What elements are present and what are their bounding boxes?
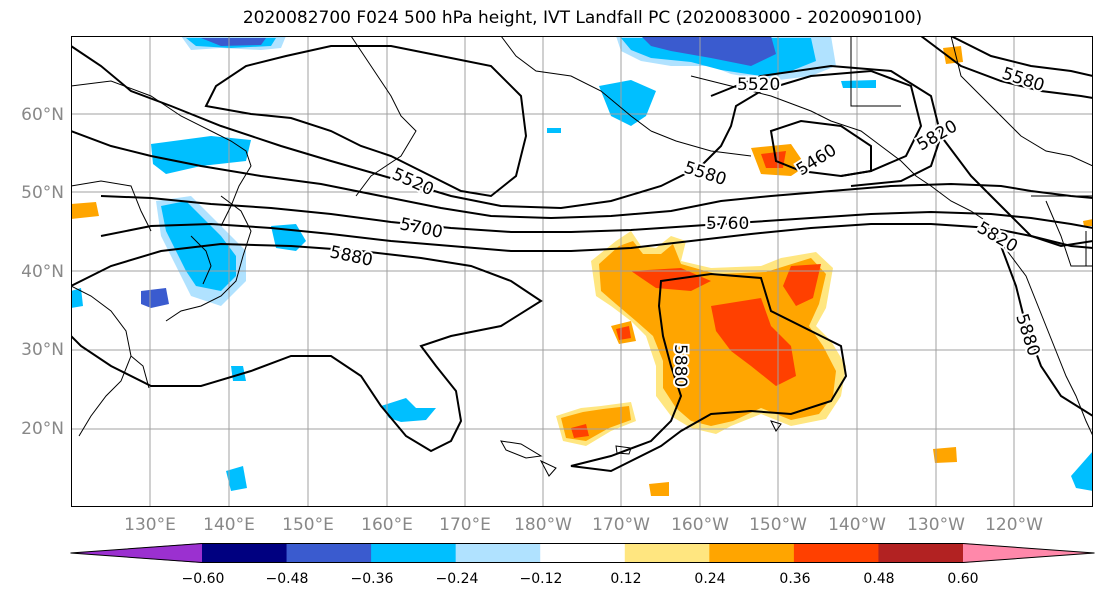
contour-5580-ne: [920, 36, 1093, 99]
lat-label: 30°N: [21, 340, 64, 360]
contour-label: 5880: [670, 344, 690, 387]
shading-ec-sea: [71, 288, 83, 308]
coastlines: [71, 36, 1093, 477]
colorbar-tick-label: −0.24: [435, 571, 479, 587]
lon-label: 170°W: [592, 515, 650, 535]
shading-tiny-4: [1083, 219, 1093, 226]
colorbar-tick-label: 0.36: [779, 571, 811, 587]
contour-5820-east: [940, 135, 1093, 248]
colorbar-tick-label: 0.12: [610, 571, 642, 587]
shading-tiny-2: [841, 80, 876, 88]
colorbar-segment: [371, 543, 457, 563]
contour-label: 5700: [398, 214, 444, 243]
shading-west-edge: [71, 202, 99, 219]
map-title: 2020082700 F024 500 hPa height, IVT Land…: [242, 8, 923, 28]
colorbar: [70, 543, 1095, 563]
contour-label: 5580: [999, 64, 1046, 96]
contour-5520-east: [710, 64, 943, 187]
contour-5460: [769, 119, 872, 178]
shading-tiny-1: [547, 128, 561, 133]
shading-sw-blob-strong: [571, 424, 589, 438]
lat-label: 40°N: [21, 262, 64, 282]
shading-korea-strong: [141, 288, 169, 308]
colorbar-extend-min: [70, 543, 202, 563]
contour-5580-west: [71, 45, 923, 210]
contour-label: 5520: [389, 164, 437, 200]
contour-label: 5880: [328, 242, 374, 271]
shading-aleutian-strong: [761, 151, 786, 168]
shading-east-edge: [1071, 451, 1093, 491]
graticule: [71, 36, 1093, 507]
map-frame: [71, 36, 1093, 507]
map-canvas: 5520 5580 5700 5880 5760 5460 5520 5580 …: [71, 36, 1093, 507]
contour-label: 5580: [681, 158, 728, 190]
shading-subtrop-3: [226, 466, 247, 491]
shading-bc: [943, 46, 963, 64]
lon-label: 140°W: [828, 515, 886, 535]
colorbar-outline: [70, 543, 1095, 563]
colorbar-extend-max: [963, 543, 1095, 563]
lon-label: 180°W: [514, 515, 572, 535]
colorbar-tick-label: −0.12: [519, 571, 563, 587]
contour-5760: [100, 222, 1093, 252]
shading-subtrop-2: [231, 366, 246, 381]
contour-label: 5880: [1011, 311, 1043, 358]
lon-label: 120°W: [985, 515, 1043, 535]
colorbar-tick-label: −0.60: [181, 571, 225, 587]
colorbar-tick-label: −0.48: [265, 571, 309, 587]
contour-5520-west: [204, 45, 528, 198]
lat-label: 20°N: [21, 419, 64, 439]
colorbar-segment: [540, 543, 626, 563]
shading-ne-russia: [151, 136, 251, 174]
colorbar-tick-label: 0.24: [694, 571, 726, 587]
colorbar-segment: [624, 543, 710, 563]
colorbar-segment: [455, 543, 541, 563]
lon-label: 130°W: [907, 515, 965, 535]
lon-label: 140°E: [203, 515, 255, 535]
lat-label: 50°N: [21, 183, 64, 203]
contour-5880-main: [71, 242, 543, 453]
colorbar-tick-label: 0.48: [863, 571, 895, 587]
contour-label: 5520: [737, 75, 780, 95]
shading-central-pac-strong-3: [783, 264, 821, 306]
shading-alaska-lobe: [599, 80, 656, 126]
contour-5700: [100, 195, 1093, 233]
shading-subtrop-1: [381, 398, 436, 422]
colorbar-tick-label: 0.60: [947, 571, 979, 587]
lon-label: 170°E: [439, 515, 491, 535]
lon-label: 130°E: [124, 515, 176, 535]
contour-5640: [71, 130, 1093, 220]
colorbar-segment: [202, 543, 288, 563]
map-panel: 5520 5580 5700 5880 5760 5460 5520 5580 …: [71, 36, 1093, 507]
colorbar-segment: [878, 543, 964, 563]
height-contours: [71, 36, 1093, 473]
lat-label: 60°N: [21, 105, 64, 125]
colorbar-svg: [70, 543, 1095, 563]
contour-5520-ne: [950, 36, 1093, 77]
shading-east-small: [933, 447, 957, 463]
shading-central-pac-strong-2: [711, 298, 796, 386]
colorbar-segment: [793, 543, 879, 563]
positive-shading: [71, 46, 1093, 496]
colorbar-segment: [286, 543, 372, 563]
shading-tiny-3: [649, 482, 669, 496]
lon-label: 150°E: [282, 515, 334, 535]
lon-label: 150°W: [749, 515, 807, 535]
shading-bering-strong: [201, 38, 266, 46]
contour-5880-east-coast: [1000, 245, 1093, 417]
colorbar-segment: [709, 543, 795, 563]
contour-label: 5760: [706, 214, 749, 234]
contour-5880-east: [570, 272, 848, 473]
colorbar-segments: [70, 543, 1095, 563]
lon-label: 160°W: [671, 515, 729, 535]
colorbar-tick-label: −0.36: [350, 571, 394, 587]
lon-label: 160°E: [361, 515, 413, 535]
shading-alaska-strong: [641, 36, 776, 66]
shading-blob-28n-strong: [616, 326, 631, 340]
